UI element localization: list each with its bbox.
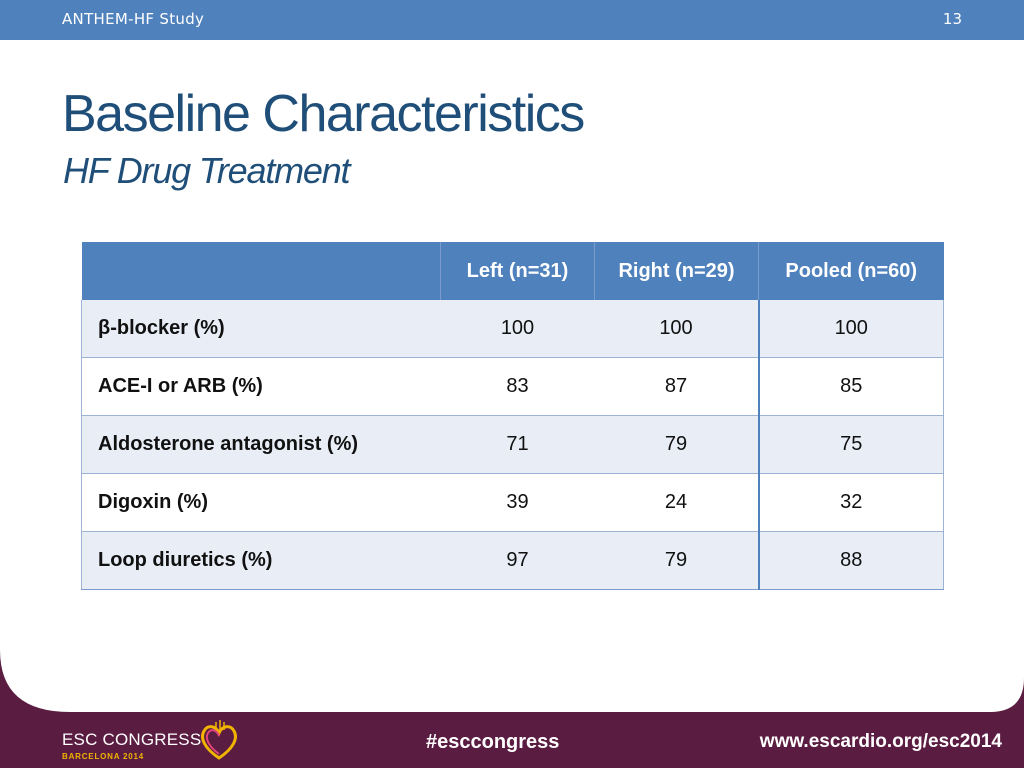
- cell-right: 100: [594, 300, 759, 358]
- table-row: Digoxin (%) 39 24 32: [81, 473, 944, 532]
- cell-pooled: 85: [757, 357, 944, 416]
- row-label: Loop diuretics (%): [81, 531, 441, 590]
- cell-left: 97: [440, 531, 595, 590]
- row-label: Aldosterone antagonist (%): [81, 415, 441, 474]
- table-row: Loop diuretics (%) 97 79 88: [81, 531, 944, 590]
- cell-left: 100: [440, 300, 595, 358]
- cell-pooled: 32: [757, 473, 944, 532]
- cell-left: 83: [440, 357, 595, 416]
- cell-right: 79: [594, 531, 759, 590]
- study-name: ANTHEM-HF Study: [62, 10, 205, 28]
- logo-name: ESC CONGRESS: [62, 730, 202, 749]
- table-header-row: Left (n=31) Right (n=29) Pooled (n=60): [81, 242, 944, 300]
- table-row: Aldosterone antagonist (%) 71 79 75: [81, 415, 944, 474]
- row-label: ACE-I or ARB (%): [81, 357, 441, 416]
- esc-heart-icon: [201, 720, 237, 760]
- column-header-left: Left (n=31): [440, 242, 595, 300]
- page-subtitle: HF Drug Treatment: [63, 150, 351, 191]
- column-header-right: Right (n=29): [594, 242, 759, 300]
- cell-pooled: 75: [757, 415, 944, 474]
- page-title: Baseline Characteristics: [62, 85, 585, 143]
- header-bar: ANTHEM-HF Study 13: [0, 0, 1024, 40]
- column-header-pooled: Pooled (n=60): [758, 242, 944, 300]
- table-row: ACE-I or ARB (%) 83 87 85: [81, 357, 944, 416]
- column-header-blank: [81, 242, 441, 300]
- footer-band: ESC CONGRESS BARCELONA 2014: [0, 640, 1024, 768]
- cell-right: 24: [594, 473, 759, 532]
- cell-pooled: 88: [757, 531, 944, 590]
- website-url: www.escardio.org/esc2014: [759, 731, 1002, 752]
- footer-curve: [0, 640, 1024, 712]
- cell-right: 87: [594, 357, 759, 416]
- row-label: β-blocker (%): [81, 300, 441, 358]
- cell-left: 39: [440, 473, 595, 532]
- cell-right: 79: [594, 415, 759, 474]
- slide-number: 13: [942, 10, 962, 28]
- esc-congress-logo: ESC CONGRESS BARCELONA 2014: [62, 730, 201, 761]
- drug-treatment-table: Left (n=31) Right (n=29) Pooled (n=60) β…: [81, 242, 944, 590]
- cell-left: 71: [440, 415, 595, 474]
- hashtag: #esccongress: [426, 731, 560, 753]
- logo-city: BARCELONA 2014: [62, 752, 145, 761]
- table-row: β-blocker (%) 100 100 100: [81, 300, 944, 358]
- row-label: Digoxin (%): [81, 473, 441, 532]
- cell-pooled: 100: [757, 300, 944, 358]
